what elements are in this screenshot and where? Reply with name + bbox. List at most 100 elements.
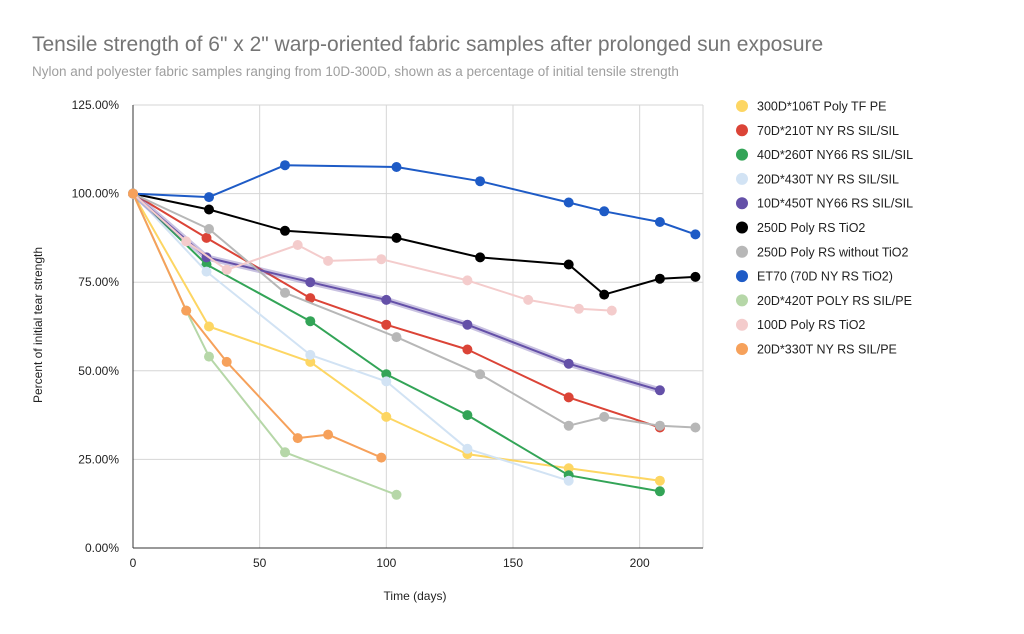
series-1 <box>128 188 665 433</box>
legend-swatch <box>736 172 748 185</box>
legend-item[interactable]: 10D*450T NY66 RS SIL/SIL <box>736 197 913 211</box>
series-5-point <box>654 273 665 284</box>
legend-swatch <box>736 197 748 210</box>
legend-item[interactable]: 20D*330T NY RS SIL/PE <box>736 343 897 357</box>
series-9-point <box>221 264 232 275</box>
legend-swatch <box>736 294 748 307</box>
legend-label: 70D*210T NY RS SIL/SIL <box>757 124 899 138</box>
series-3-point <box>462 443 473 454</box>
series-7-point <box>563 197 574 208</box>
series-layer <box>128 160 701 500</box>
series-10-point <box>181 305 192 316</box>
legend: 300D*106T Poly TF PE 70D*210T NY RS SIL/S… <box>736 100 913 357</box>
x-tick-label: 200 <box>630 556 650 570</box>
series-5 <box>128 188 701 300</box>
legend-label: 10D*450T NY66 RS SIL/SIL <box>757 197 913 211</box>
series-8-line <box>132 193 397 496</box>
legend-label: 250D Poly RS without TiO2 <box>757 245 909 259</box>
series-1-point <box>563 392 574 403</box>
series-4-point <box>462 319 473 330</box>
series-2-point <box>305 316 316 327</box>
series-9-point <box>292 240 303 250</box>
series-2-point <box>654 486 665 497</box>
axes: 0.00% 25.00% 50.00% 75.00% 100.00% 125.00% 0 50… <box>72 98 703 570</box>
chart-title: Tensile strength of 6" x 2" warp-oriente… <box>32 33 823 56</box>
legend-swatch <box>736 343 748 355</box>
series-6-point <box>280 287 290 298</box>
legend-label: 20D*420T POLY RS SIL/PE <box>757 294 912 308</box>
series-10-point <box>376 452 387 463</box>
series-5-point <box>475 252 486 263</box>
series-9-point <box>323 255 334 266</box>
gridlines <box>133 104 704 548</box>
legend-item[interactable]: 40D*260T NY66 RS SIL/SIL <box>736 148 913 162</box>
legend-item[interactable]: 100D Poly RS TiO2 <box>736 318 865 332</box>
y-tick-label: 50.00% <box>78 364 119 378</box>
series-7-point <box>690 229 701 240</box>
legend-swatch <box>736 100 748 112</box>
series-7-point <box>475 176 486 187</box>
series-7-point <box>280 160 290 171</box>
series-3-point <box>201 266 212 277</box>
legend-label: 20D*430T NY RS SIL/SIL <box>757 172 899 186</box>
legend-item[interactable]: 20D*430T NY RS SIL/SIL <box>736 172 899 186</box>
y-tick-label: 125.00% <box>72 98 120 112</box>
series-6-point <box>690 422 701 433</box>
series-6-point <box>654 420 665 431</box>
y-tick-label: 0.00% <box>85 541 119 555</box>
series-10-point <box>292 433 303 444</box>
series-9-point <box>573 303 584 314</box>
x-tick-label: 0 <box>130 556 137 570</box>
legend-swatch <box>736 270 748 283</box>
series-6-point <box>391 332 402 343</box>
series-4 <box>128 188 665 396</box>
legend-item[interactable]: 250D Poly RS TiO2 <box>736 221 865 235</box>
series-0-point <box>381 411 392 422</box>
legend-label: 250D Poly RS TiO2 <box>757 221 865 235</box>
series-7-line <box>132 164 696 236</box>
x-axis-title: Time (days) <box>384 589 447 603</box>
series-5-point <box>690 271 701 282</box>
series-1-point <box>462 344 473 355</box>
legend-item[interactable]: ET70 (70D NY RS TiO2) <box>736 270 893 284</box>
legend-label: 20D*330T NY RS SIL/PE <box>757 343 897 357</box>
series-1-point <box>201 232 212 243</box>
series-7-point <box>654 217 665 227</box>
y-tick-label: 75.00% <box>78 275 119 289</box>
legend-item[interactable]: 300D*106T Poly TF PE <box>736 100 886 114</box>
series-4-point <box>563 358 574 369</box>
series-1-point <box>381 319 392 330</box>
series-6-point <box>563 420 574 431</box>
series-10 <box>128 188 387 463</box>
y-tick-label: 25.00% <box>78 452 119 466</box>
legend-label: 300D*106T Poly TF PE <box>757 100 886 114</box>
series-2-point <box>462 410 473 421</box>
legend-item[interactable]: 250D Poly RS without TiO2 <box>736 245 909 259</box>
series-10-point <box>128 188 138 199</box>
series-9-line <box>132 192 612 312</box>
series-8-point <box>280 447 290 458</box>
series-7-point <box>599 206 610 217</box>
series-9 <box>128 188 617 316</box>
series-5-point <box>280 225 290 236</box>
series-7 <box>128 160 701 240</box>
series-2-point <box>201 259 212 270</box>
series-9-point <box>462 275 473 286</box>
x-tick-label: 100 <box>376 556 396 570</box>
series-10-line <box>132 193 382 459</box>
series-6-point <box>475 369 486 380</box>
series-2-point <box>381 369 392 380</box>
series-7-point <box>391 162 402 172</box>
series-0-point <box>654 475 665 486</box>
series-4-point <box>654 385 665 396</box>
series-6-point <box>599 411 610 422</box>
series-6-point <box>204 224 214 234</box>
legend-swatch <box>736 148 748 161</box>
legend-item[interactable]: 20D*420T POLY RS SIL/PE <box>736 294 912 308</box>
series-7-point <box>204 192 214 203</box>
legend-item[interactable]: 70D*210T NY RS SIL/SIL <box>736 124 899 138</box>
series-8-point <box>391 489 402 500</box>
series-1-point <box>305 293 316 304</box>
x-tick-label: 50 <box>253 556 267 570</box>
